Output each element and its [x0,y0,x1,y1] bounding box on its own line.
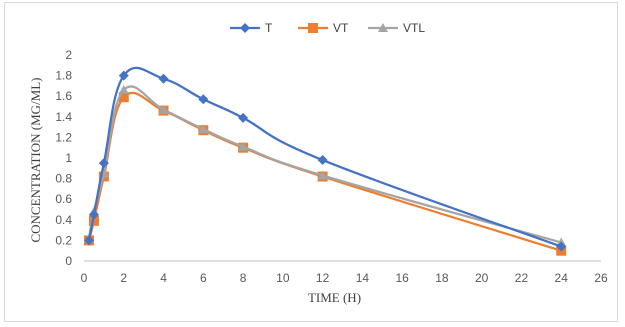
data-point-vtl [118,85,129,95]
legend-label: VTL [403,21,425,35]
data-point-t [98,158,109,169]
legend: T VT VTL [230,21,425,35]
y-tick-label: 2 [65,48,72,62]
x-tick-label: 2 [120,271,127,285]
x-tick-labels: 0 2 4 6 8 10 12 14 16 18 20 22 24 26 [81,271,608,285]
legend-marker-vt [308,23,318,33]
series-line-t [87,66,562,248]
y-tick-label: 1 [65,151,72,165]
series-vt [83,91,567,256]
y-tick-labels: 0 0.2 0.4 0.6 0.8 1 1.2 1.4 1.6 1.8 2 [55,48,72,268]
x-axis-title: TIME (H) [308,290,361,305]
x-tick-label: 14 [356,271,370,285]
x-tick-label: 12 [316,271,330,285]
data-point-vtl [158,104,169,114]
data-point-t [238,112,249,123]
data-point-t [158,73,169,84]
data-point-vtl [198,124,209,134]
data-point-t [317,155,328,166]
data-point-vtl [238,141,249,151]
x-tick-label: 4 [160,271,167,285]
y-tick-label: 0.4 [55,213,72,227]
y-tick-label: 0.6 [55,192,72,206]
y-tick-label: 0.2 [55,233,72,247]
legend-marker-t [240,23,250,33]
x-tick-label: 10 [276,271,290,285]
data-point-t [118,70,129,81]
legend-marker-vtl [378,23,388,32]
x-tick-label: 24 [555,271,569,285]
y-tick-label: 1.8 [55,69,72,83]
x-tick-label: 20 [475,271,489,285]
legend-label: VT [333,21,349,35]
data-point-t [556,241,567,252]
y-tick-label: 1.6 [55,89,72,103]
y-tick-label: 0 [65,254,72,268]
data-point-t [88,209,99,220]
legend-label: T [265,21,273,35]
legend-item-t: T [230,21,273,35]
series-t [83,66,567,252]
y-axis-title: CONCENTRATION (MG/ML) [28,77,43,242]
x-tick-label: 22 [515,271,529,285]
x-tick-label: 8 [240,271,247,285]
data-point-t [83,235,94,246]
y-tick-label: 1.4 [55,110,72,124]
legend-item-vt: VT [298,21,349,35]
x-tick-label: 0 [81,271,88,285]
series-layer [83,66,567,256]
x-tick-label: 16 [395,271,409,285]
legend-item-vtl: VTL [368,21,425,35]
x-tick-label: 6 [200,271,207,285]
data-point-vt [88,215,99,226]
data-point-t [198,94,209,105]
x-tick-label: 18 [435,271,449,285]
y-tick-label: 1.2 [55,130,72,144]
y-tick-label: 0.8 [55,172,72,186]
data-point-vt [118,92,129,103]
data-point-vtl [317,170,328,180]
x-tick-label: 26 [594,271,608,285]
